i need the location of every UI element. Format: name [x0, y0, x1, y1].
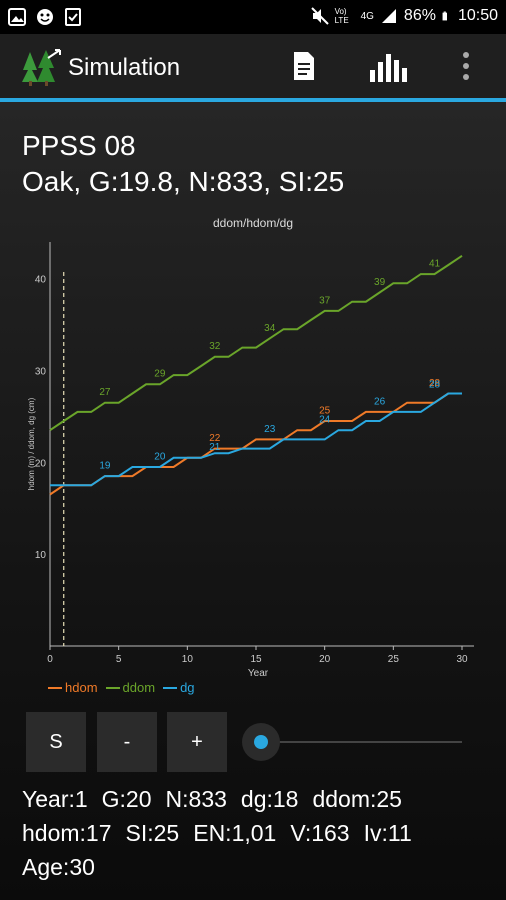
series-line-hdom — [49, 392, 462, 496]
legend-item-dg: dg — [163, 680, 195, 695]
stat-ddom: ddom:25 — [312, 786, 402, 812]
mute-icon — [310, 7, 329, 25]
stat-v: V:163 — [290, 820, 350, 846]
stat-n: N:833 — [165, 786, 227, 812]
chart-title: ddom/hdom/dg — [212, 216, 294, 230]
app-bar: Simulation — [0, 34, 506, 98]
chart-legend: hdom ddom dg — [48, 680, 195, 695]
x-tick-label: 25 — [388, 654, 400, 665]
series-line-dg — [50, 392, 462, 487]
face-icon — [37, 9, 53, 25]
year-slider-thumb[interactable] — [242, 723, 280, 761]
x-tick-label: 5 — [116, 654, 122, 665]
clock: 10:50 — [457, 7, 498, 24]
data-label-dg: 26 — [374, 396, 386, 407]
stat-en: EN:1,01 — [193, 820, 277, 846]
volte-indicator: Vo) LTE — [334, 7, 349, 25]
data-label-dg: 19 — [99, 461, 111, 472]
plus-button[interactable]: + — [167, 712, 227, 772]
x-tick-label: 10 — [182, 654, 194, 665]
stat-year: Year:1 — [22, 786, 88, 812]
y-tick-label: 40 — [35, 275, 47, 286]
x-axis-label: Year — [248, 668, 269, 677]
stat-dg: dg:18 — [240, 786, 299, 812]
minus-button[interactable]: - — [97, 712, 157, 772]
data-label-hdom: 22 — [209, 433, 221, 444]
year-slider-track[interactable] — [262, 741, 462, 743]
x-tick-label: 0 — [47, 654, 53, 665]
stat-hdom: hdom:17 — [22, 820, 112, 846]
line-chart[interactable]: 0 5 10 15 20 25 30 10 20 30 40 Year hdom (m) / ddom,… — [0, 232, 506, 677]
legend-item-hdom: hdom — [48, 680, 98, 695]
s-button[interactable]: S — [26, 712, 86, 772]
y-tick-label: 10 — [35, 550, 47, 561]
x-tick-label: 15 — [250, 654, 262, 665]
checklist-icon — [65, 8, 81, 26]
x-tick-label: 20 — [319, 654, 331, 665]
data-label-ddom: 41 — [429, 259, 441, 270]
app-title: Simulation — [68, 54, 181, 81]
stat-si: SI:25 — [125, 820, 180, 846]
stand-summary: Oak, G:19.8, N:833, SI:25 — [22, 166, 345, 197]
stand-stats: Year:1 G:20 N:833 dg:18 ddom:25 hdom:17 SI:25… — [22, 782, 492, 884]
y-axis-label: hdom (m) / ddom, dg (cm) — [27, 397, 36, 490]
y-tick-label: 20 — [35, 458, 47, 469]
stat-g: G:20 — [101, 786, 152, 812]
stat-age: Age:30 — [22, 854, 95, 880]
status-bar: Vo) LTE 4G 86% 10:50 — [0, 0, 506, 34]
document-icon[interactable] — [288, 50, 320, 82]
simulation-content: PPSS 08 Oak, G:19.8, N:833, SI:25 ddom/h… — [0, 102, 506, 900]
series-line-ddom — [49, 254, 463, 432]
plot-name: PPSS 08 — [22, 130, 136, 161]
app-bar-divider — [0, 98, 506, 102]
x-tick-label: 30 — [456, 654, 468, 665]
data-label-dg: 21 — [209, 442, 221, 453]
data-label-ddom: 37 — [319, 295, 331, 306]
data-label-hdom: 25 — [319, 405, 331, 416]
network-type: 4G — [360, 10, 374, 22]
y-tick-label: 30 — [35, 367, 47, 378]
data-label-dg: 24 — [319, 415, 331, 426]
overflow-menu-icon[interactable] — [452, 50, 480, 82]
data-label-dg: 28 — [429, 380, 441, 391]
data-label-ddom: 39 — [374, 277, 386, 288]
trees-logo-icon[interactable] — [20, 48, 64, 86]
battery-icon — [442, 11, 447, 21]
signal-icon — [381, 9, 396, 23]
legend-item-ddom: ddom — [105, 680, 155, 695]
battery-percent: 86% — [403, 7, 436, 24]
data-label-ddom: 27 — [99, 387, 111, 398]
data-label-ddom: 29 — [154, 369, 166, 380]
data-label-ddom: 34 — [264, 323, 276, 334]
data-label-hdom: 28 — [429, 378, 441, 389]
bar-chart-icon[interactable] — [368, 50, 408, 82]
data-label-ddom: 32 — [209, 341, 221, 352]
data-label-dg: 20 — [154, 451, 166, 462]
data-label-dg: 23 — [264, 424, 276, 435]
image-icon — [8, 8, 26, 26]
stat-iv: Iv:11 — [363, 820, 412, 846]
